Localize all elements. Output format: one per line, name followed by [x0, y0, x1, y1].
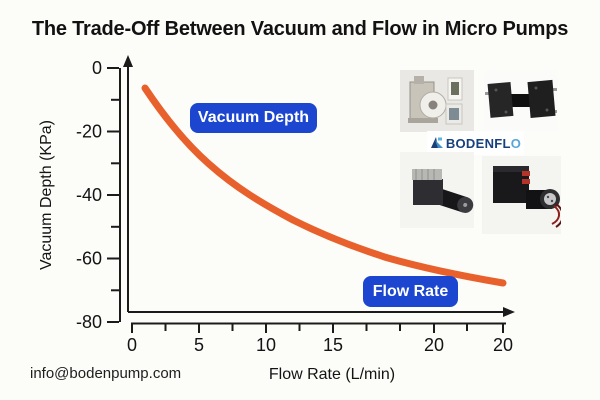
pump-illustration-4: [493, 166, 561, 228]
x-tick-0: 0: [127, 335, 137, 355]
pump-illustration-3: [412, 169, 474, 213]
product-photo-pump-2: [484, 70, 558, 131]
x-tick-labels: 0 5 10 15 20 20: [127, 335, 513, 355]
product-photo-pump-4: [482, 156, 561, 234]
x-tick-10: 10: [256, 335, 276, 355]
x-tick-20b: 20: [493, 335, 513, 355]
tradeoff-curve: [141, 84, 507, 287]
y-tick-labels: 0 -20 -40 -60 -80: [76, 58, 102, 332]
axes: [123, 55, 515, 317]
y-tick-0: 0: [92, 58, 102, 78]
x-tick-20a: 20: [424, 335, 444, 355]
y-tick-60: -60: [76, 249, 102, 269]
brand-logo: BODENFLO: [427, 131, 524, 155]
x-axis-ruler: [131, 322, 506, 333]
y-axis-ruler: [107, 67, 121, 323]
page-title: The Trade-Off Between Vacuum and Flow in…: [31, 18, 569, 40]
product-photo-pump-3: [400, 152, 474, 228]
y-tick-80: -80: [76, 312, 102, 332]
bodenflo-logo-text: BODENFLO: [445, 135, 522, 151]
product-photo-pump-1: [400, 70, 474, 132]
product-image-grid: BODENFLO: [398, 68, 562, 236]
bodenflo-logo-icon: [430, 137, 443, 148]
contact-email: info@bodenpump.com: [30, 365, 182, 382]
x-tick-5: 5: [194, 335, 204, 355]
y-tick-40: -40: [76, 185, 102, 205]
flow-rate-badge-label: Flow Rate: [372, 282, 449, 300]
x-axis-arrow-icon: [503, 307, 515, 317]
y-axis-title: Vacuum Depth (KPa): [38, 120, 55, 270]
x-tick-15: 15: [323, 335, 343, 355]
vacuum-depth-badge: Vacuum Depth: [190, 103, 317, 133]
flow-rate-badge: Flow Rate: [363, 276, 458, 307]
y-tick-20: -20: [76, 122, 102, 142]
pump-illustration-2: [485, 79, 557, 118]
y-axis-arrow-icon: [123, 55, 133, 67]
pump-illustration-1: [408, 76, 463, 125]
x-axis-title: Flow Rate (L/min): [269, 366, 395, 383]
vacuum-depth-badge-label: Vacuum Depth: [197, 109, 310, 126]
